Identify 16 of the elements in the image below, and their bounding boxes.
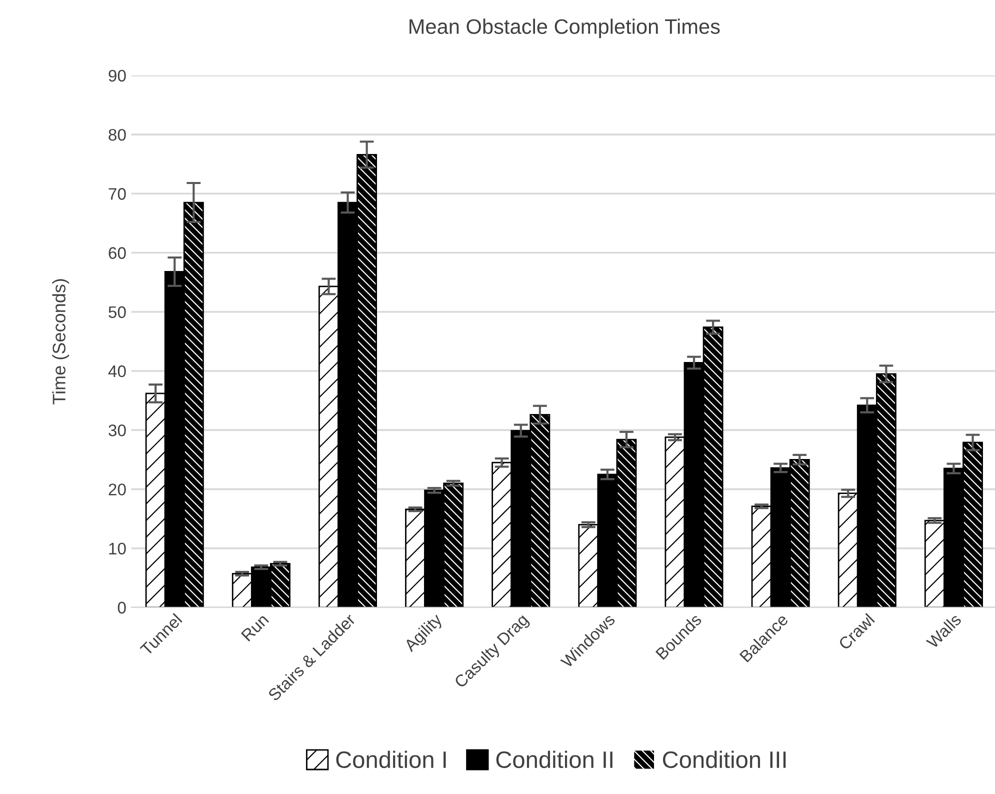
y-tick-label: 80 (108, 128, 126, 141)
y-tick-label: 30 (108, 424, 126, 436)
legend-label: Condition I (336, 750, 446, 768)
y-tick-label: 60 (108, 247, 126, 259)
legend-label: Condition II (496, 750, 612, 768)
y-tick-label: 40 (108, 365, 126, 378)
x-tick-label: Run (240, 613, 270, 642)
chart-title: Mean Obstacle Completion Times (410, 18, 720, 38)
y-tick-label: 70 (108, 188, 126, 200)
y-tick-label: 10 (109, 542, 126, 555)
legend-label: Condition III (662, 750, 786, 768)
y-tick-label: 20 (108, 484, 126, 496)
y-tick-label: 50 (108, 306, 126, 318)
y-tick-label: 0 (118, 602, 126, 614)
y-tick-label: 90 (108, 70, 126, 82)
y-axis-title: Time (Seconds) (52, 279, 70, 404)
